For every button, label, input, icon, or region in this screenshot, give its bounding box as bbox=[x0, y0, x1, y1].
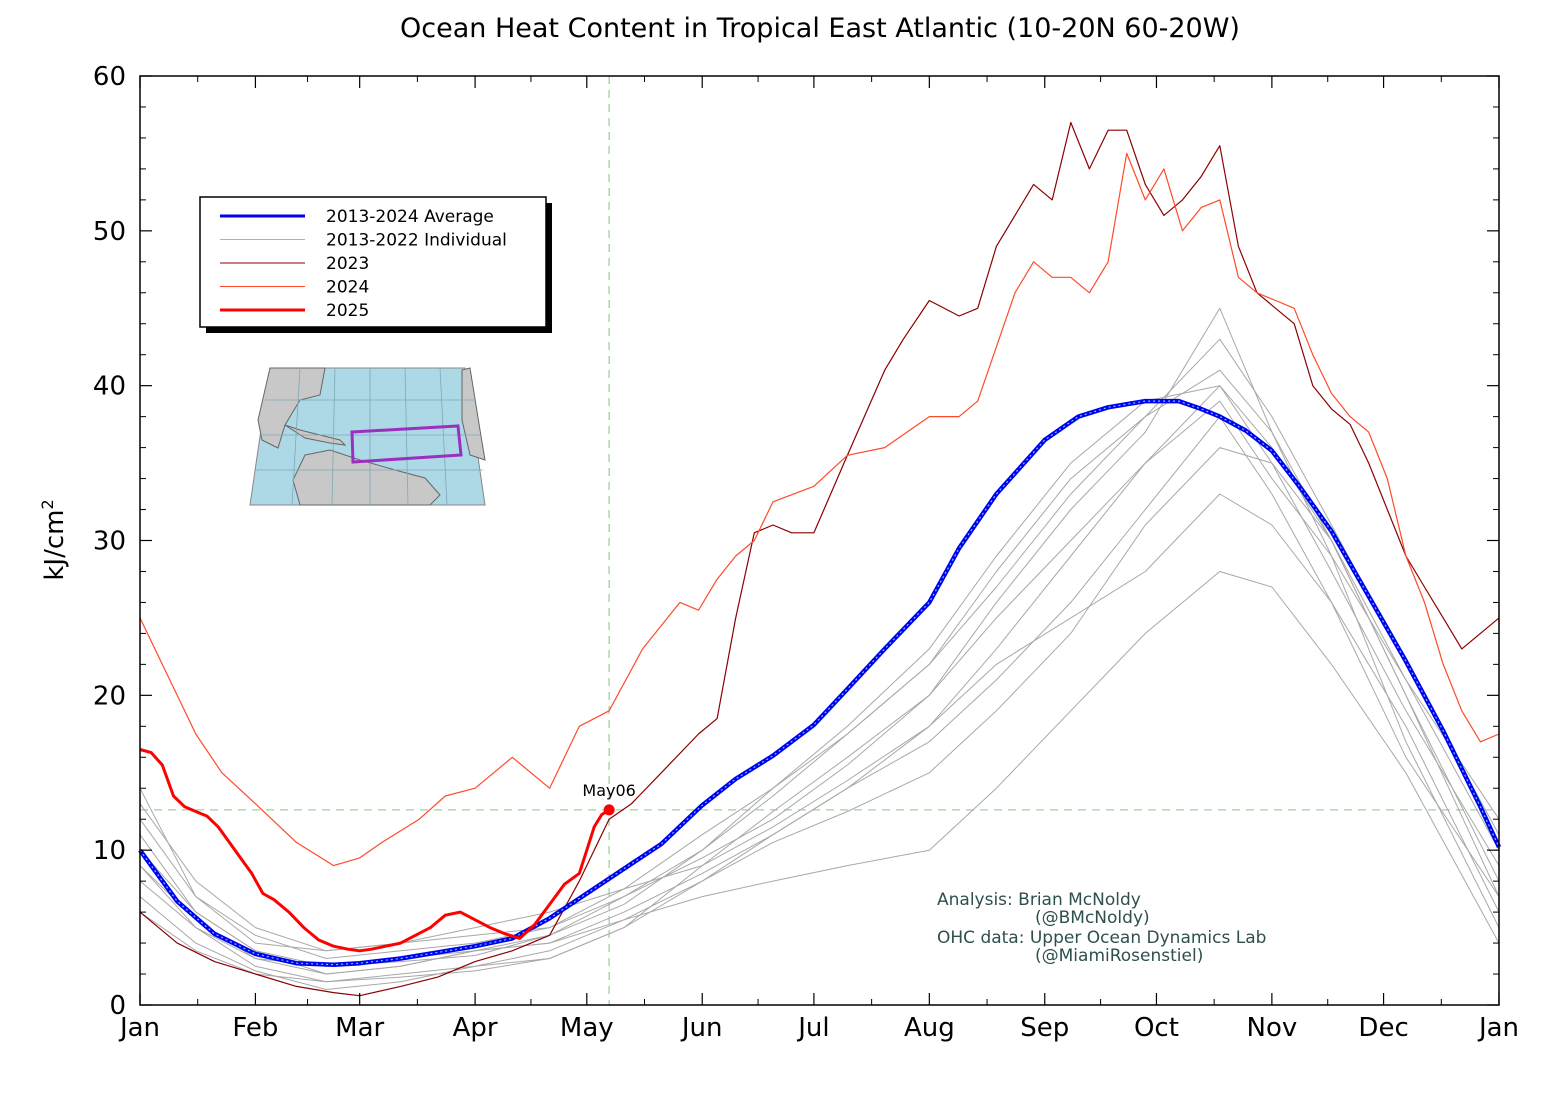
reference-lines bbox=[140, 76, 1499, 1005]
y-axis-label: kJ/cm2 bbox=[38, 499, 70, 580]
legend-label: 2013-2022 Individual bbox=[326, 231, 507, 251]
y-tick-label: 0 bbox=[109, 991, 126, 1021]
x-tick-label: Nov bbox=[1247, 1013, 1298, 1043]
series-2025 bbox=[139, 748, 610, 953]
inset-map bbox=[249, 367, 486, 506]
y-tick-label: 30 bbox=[93, 527, 126, 557]
credits: Analysis: Brian McNoldy (@BMcNoldy) OHC … bbox=[937, 890, 1266, 966]
series-individual-8 bbox=[139, 369, 1500, 975]
map-graticule bbox=[255, 367, 483, 506]
series-layer bbox=[138, 121, 1502, 997]
credit-analysis: Analysis: Brian McNoldy bbox=[937, 890, 1141, 910]
x-tick-label: May bbox=[560, 1013, 614, 1043]
legend-label: 2023 bbox=[326, 254, 369, 274]
y-tick-label: 20 bbox=[93, 681, 126, 711]
x-tick-label: Aug bbox=[904, 1013, 955, 1043]
legend-label: 2025 bbox=[326, 301, 369, 321]
series-individual-4 bbox=[139, 447, 1500, 975]
legend-box bbox=[199, 196, 547, 328]
credit-analysis-handle: (@BMcNoldy) bbox=[1035, 908, 1150, 928]
x-tick-label: Jan bbox=[118, 1013, 160, 1043]
y-tick-label: 40 bbox=[93, 372, 126, 402]
legend-label: 2013-2024 Average bbox=[326, 207, 494, 227]
x-tick-label: Jul bbox=[796, 1013, 829, 1043]
x-tick-label: Apr bbox=[453, 1013, 498, 1043]
series-2023 bbox=[139, 121, 1500, 997]
legend: 2013-2024 Average 2013-2022 Individual 202… bbox=[199, 196, 552, 333]
map-south-america bbox=[292, 449, 441, 506]
map-region-box bbox=[350, 424, 463, 464]
current-point-label: May06 bbox=[582, 781, 635, 800]
current-marker: May06 bbox=[582, 781, 636, 816]
x-tick-label: Dec bbox=[1358, 1013, 1408, 1043]
x-tick-label: Oct bbox=[1134, 1013, 1179, 1043]
map-africa bbox=[461, 367, 486, 461]
x-tick-label: Sep bbox=[1020, 1013, 1069, 1043]
x-tick-label: Jun bbox=[680, 1013, 723, 1043]
series-individual-2 bbox=[139, 493, 1500, 983]
series-2024 bbox=[139, 152, 1500, 867]
x-tick-label: Feb bbox=[232, 1013, 278, 1043]
x-tick-label: Jan bbox=[1477, 1013, 1519, 1043]
series-average-highlight bbox=[139, 400, 1500, 966]
series-individual-5 bbox=[139, 307, 1500, 990]
series-individual-6 bbox=[139, 400, 1500, 959]
credit-data-handle: (@MiamiRosenstiel) bbox=[1035, 946, 1203, 966]
series-individual-7 bbox=[139, 571, 1500, 983]
y-tick-label: 50 bbox=[93, 217, 126, 247]
x-tick-label: Mar bbox=[335, 1013, 384, 1043]
current-point bbox=[603, 804, 615, 816]
credit-data: OHC data: Upper Ocean Dynamics Lab bbox=[937, 928, 1266, 948]
legend-label: 2024 bbox=[326, 278, 369, 298]
y-tick-label: 60 bbox=[93, 62, 126, 92]
chart-title: Ocean Heat Content in Tropical East Atla… bbox=[400, 13, 1240, 44]
y-tick-label: 10 bbox=[93, 836, 126, 866]
series-individual-9 bbox=[139, 385, 1500, 952]
axis-ticks: 0 10 20 30 40 50 60 Jan Feb Mar Apr May Jun Jul Aug Sep… bbox=[93, 62, 1519, 1043]
